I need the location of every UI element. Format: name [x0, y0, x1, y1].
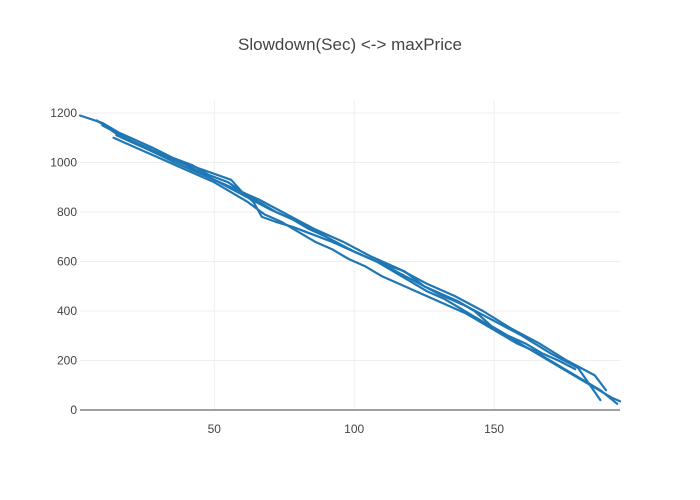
- axis-layer: 0 200 400 600 800 1000 1200 50 100 150: [50, 106, 620, 436]
- x-tick-label: 100: [344, 422, 364, 436]
- grid-layer: [80, 100, 620, 410]
- chart-title: Slowdown(Sec) <-> maxPrice: [238, 35, 462, 54]
- y-tick-label: 1200: [50, 106, 77, 120]
- y-tick-label: 200: [57, 354, 77, 368]
- y-tick-label: 600: [57, 255, 77, 269]
- y-tick-label: 1000: [50, 156, 77, 170]
- y-tick-label: 800: [57, 205, 77, 219]
- series-line-2: [112, 136, 619, 405]
- y-tick-label: 400: [57, 304, 77, 318]
- series-layer: [78, 114, 622, 405]
- x-tick-label: 50: [208, 422, 222, 436]
- x-tick-label: 150: [484, 422, 504, 436]
- y-tick-label: 0: [70, 403, 77, 417]
- series-line-5: [101, 124, 602, 402]
